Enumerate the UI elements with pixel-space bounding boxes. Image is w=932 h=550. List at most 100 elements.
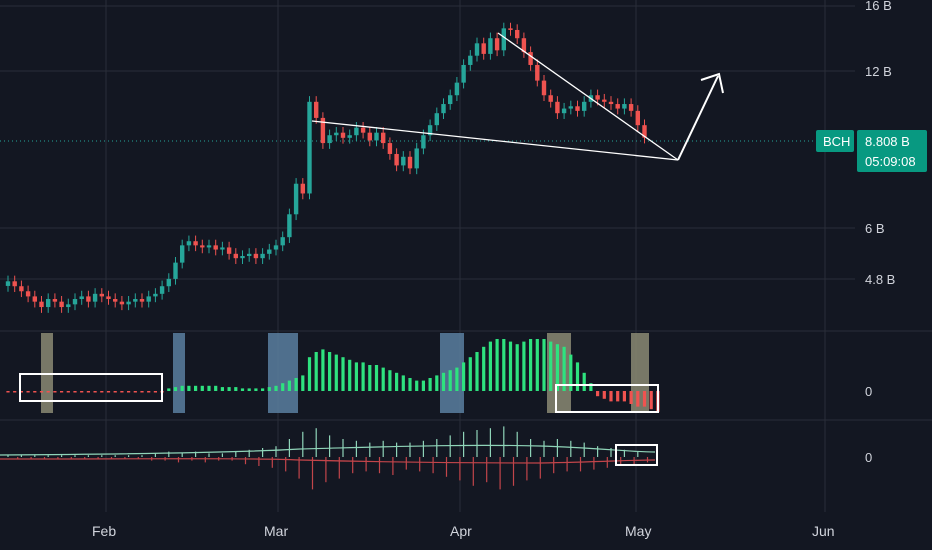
histo-bar-4 bbox=[33, 391, 37, 393]
axes-labels: 16 B 12 B 6 B 4.8 B 0 0 Feb Mar Apr May Jun bbox=[92, 0, 895, 539]
y-tick-label-0: 16 B bbox=[865, 0, 892, 13]
candle-body-1 bbox=[12, 281, 17, 287]
histo-bar-54 bbox=[368, 365, 372, 391]
histo-bar-1 bbox=[13, 391, 17, 393]
candle-body-19 bbox=[133, 299, 138, 302]
badge-value: 8.808 B bbox=[865, 134, 910, 149]
histo-bar-90 bbox=[609, 391, 613, 402]
candle-body-22 bbox=[153, 293, 158, 297]
histo-bar-48 bbox=[328, 352, 332, 391]
histo-bar-73 bbox=[495, 339, 499, 391]
candle-body-24 bbox=[166, 278, 171, 287]
badge-symbol: BCH bbox=[823, 134, 850, 149]
grid-lines bbox=[0, 0, 932, 512]
histo-bar-62 bbox=[421, 380, 425, 391]
candle-body-80 bbox=[541, 80, 547, 96]
candle-body-7 bbox=[52, 299, 58, 302]
candle-body-48 bbox=[327, 135, 332, 144]
candle-body-12 bbox=[86, 296, 91, 302]
volume-zero-label: 0 bbox=[865, 450, 872, 465]
candle-body-53 bbox=[360, 127, 366, 133]
histo-bar-26 bbox=[180, 385, 184, 391]
histo-bar-14 bbox=[100, 391, 104, 393]
candle-body-14 bbox=[99, 293, 104, 297]
candle-body-92 bbox=[622, 104, 627, 109]
histo-bar-30 bbox=[207, 385, 211, 391]
candle-body-61 bbox=[414, 148, 419, 169]
candlesticks bbox=[5, 22, 647, 313]
histo-bar-41 bbox=[281, 383, 285, 391]
histo-bar-70 bbox=[475, 352, 479, 391]
candle-body-29 bbox=[200, 245, 205, 248]
histo-bar-15 bbox=[106, 391, 111, 393]
candle-body-74 bbox=[501, 28, 506, 51]
histo-bar-65 bbox=[441, 372, 446, 391]
histo-bar-95 bbox=[642, 391, 647, 407]
histo-bar-59 bbox=[401, 375, 405, 391]
candle-body-4 bbox=[32, 296, 37, 302]
histo-bar-56 bbox=[381, 367, 385, 391]
annotation-box-volume bbox=[615, 444, 658, 466]
candle-body-30 bbox=[206, 245, 212, 248]
candle-body-72 bbox=[488, 38, 493, 54]
histo-bar-38 bbox=[261, 388, 265, 391]
histo-bar-6 bbox=[46, 391, 50, 393]
candle-body-93 bbox=[628, 104, 634, 111]
badge-symbol-bg bbox=[816, 130, 854, 152]
candle-body-31 bbox=[213, 245, 218, 250]
candle-body-67 bbox=[454, 82, 460, 96]
histo-bar-81 bbox=[549, 341, 553, 391]
histo-bar-20 bbox=[140, 391, 144, 393]
histo-bar-43 bbox=[294, 378, 298, 391]
candle-body-64 bbox=[434, 113, 439, 126]
candle-body-57 bbox=[387, 143, 393, 154]
histo-bar-96 bbox=[649, 391, 653, 410]
histo-bar-18 bbox=[127, 391, 131, 393]
candle-body-49 bbox=[334, 132, 339, 136]
histo-bar-12 bbox=[86, 391, 90, 393]
histo-bar-40 bbox=[274, 385, 278, 391]
candle-body-39 bbox=[267, 249, 272, 254]
candle-body-43 bbox=[293, 183, 299, 215]
histo-bar-82 bbox=[555, 344, 559, 391]
candle-body-37 bbox=[253, 253, 259, 259]
histo-bar-93 bbox=[629, 391, 633, 404]
candle-body-5 bbox=[39, 301, 44, 308]
candle-body-47 bbox=[320, 117, 326, 144]
histo-bar-24 bbox=[167, 388, 171, 391]
histo-bar-35 bbox=[240, 388, 245, 391]
histo-bar-9 bbox=[66, 391, 70, 393]
candle-body-79 bbox=[535, 64, 540, 81]
candle-body-78 bbox=[528, 52, 533, 65]
candle-body-21 bbox=[146, 296, 151, 302]
candle-body-88 bbox=[595, 95, 600, 100]
candle-body-44 bbox=[300, 183, 305, 194]
histo-bar-69 bbox=[468, 357, 472, 391]
candle-body-3 bbox=[25, 291, 31, 297]
breakout-arrow-shaft bbox=[677, 75, 719, 161]
histo-bar-7 bbox=[53, 391, 57, 393]
histo-bar-16 bbox=[113, 391, 117, 393]
candle-body-52 bbox=[354, 127, 359, 136]
candle-body-50 bbox=[340, 132, 346, 138]
histo-bar-2 bbox=[19, 391, 23, 393]
candle-body-6 bbox=[46, 299, 51, 308]
resistance-trendline bbox=[497, 32, 679, 161]
histo-bar-91 bbox=[616, 391, 620, 402]
candle-body-32 bbox=[220, 247, 225, 250]
histo-bar-87 bbox=[589, 383, 593, 391]
candle-body-26 bbox=[180, 245, 185, 263]
histo-bar-55 bbox=[374, 365, 379, 391]
candle-body-25 bbox=[173, 262, 178, 279]
histo-bar-83 bbox=[562, 346, 566, 391]
histo-bar-80 bbox=[542, 339, 546, 391]
histo-bar-77 bbox=[522, 341, 526, 391]
histo-bar-53 bbox=[361, 362, 365, 391]
candle-body-56 bbox=[381, 132, 386, 144]
momentum-histogram bbox=[6, 339, 660, 412]
candle-body-83 bbox=[561, 108, 567, 114]
candle-body-33 bbox=[226, 247, 232, 254]
annotation-box-histo-left bbox=[19, 373, 163, 402]
